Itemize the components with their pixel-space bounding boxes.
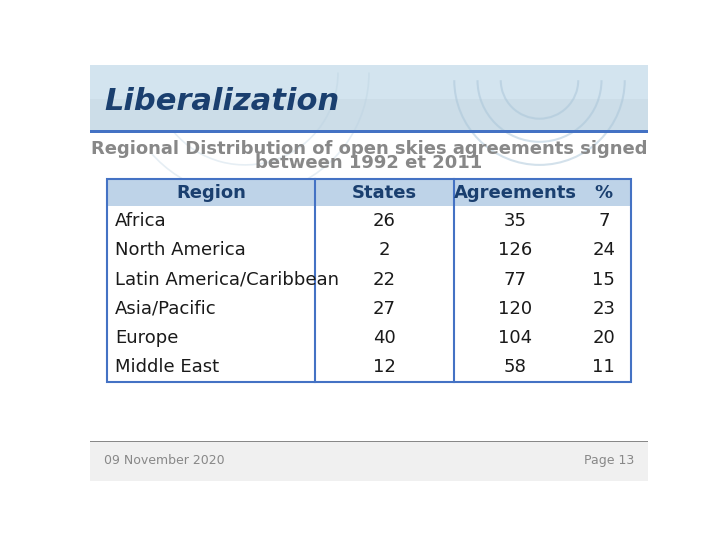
Text: Agreements: Agreements (454, 184, 577, 201)
Text: 22: 22 (373, 271, 396, 288)
Text: 2: 2 (379, 241, 390, 259)
FancyBboxPatch shape (107, 179, 631, 206)
Text: 77: 77 (504, 271, 527, 288)
Text: Region: Region (176, 184, 246, 201)
Text: 09 November 2020: 09 November 2020 (104, 454, 225, 467)
Text: 23: 23 (593, 300, 616, 318)
Text: North America: North America (114, 241, 246, 259)
Text: %: % (595, 184, 613, 201)
Text: Liberalization: Liberalization (104, 87, 339, 116)
Text: Middle East: Middle East (114, 359, 219, 376)
Text: 104: 104 (498, 329, 533, 347)
FancyBboxPatch shape (90, 65, 648, 99)
Text: 12: 12 (373, 359, 396, 376)
Text: 120: 120 (498, 300, 533, 318)
FancyBboxPatch shape (90, 130, 648, 132)
FancyBboxPatch shape (90, 441, 648, 481)
Text: between 1992 et 2011: between 1992 et 2011 (256, 154, 482, 172)
Text: Regional Distribution of open skies agreements signed: Regional Distribution of open skies agre… (91, 140, 647, 159)
FancyBboxPatch shape (90, 132, 648, 441)
Text: 20: 20 (593, 329, 615, 347)
Text: States: States (352, 184, 417, 201)
Text: Africa: Africa (114, 212, 166, 230)
FancyBboxPatch shape (90, 441, 648, 442)
Text: Europe: Europe (114, 329, 178, 347)
Text: 35: 35 (504, 212, 527, 230)
Text: Latin America/Caribbean: Latin America/Caribbean (114, 271, 339, 288)
Text: Asia/Pacific: Asia/Pacific (114, 300, 217, 318)
Text: 26: 26 (373, 212, 396, 230)
Text: 15: 15 (593, 271, 616, 288)
Text: 40: 40 (373, 329, 396, 347)
Text: 11: 11 (593, 359, 615, 376)
FancyBboxPatch shape (90, 65, 648, 130)
Text: 58: 58 (504, 359, 527, 376)
Text: 126: 126 (498, 241, 533, 259)
Text: 24: 24 (593, 241, 616, 259)
Text: Page 13: Page 13 (584, 454, 634, 467)
Text: 7: 7 (598, 212, 610, 230)
Text: 27: 27 (373, 300, 396, 318)
FancyBboxPatch shape (90, 65, 648, 481)
